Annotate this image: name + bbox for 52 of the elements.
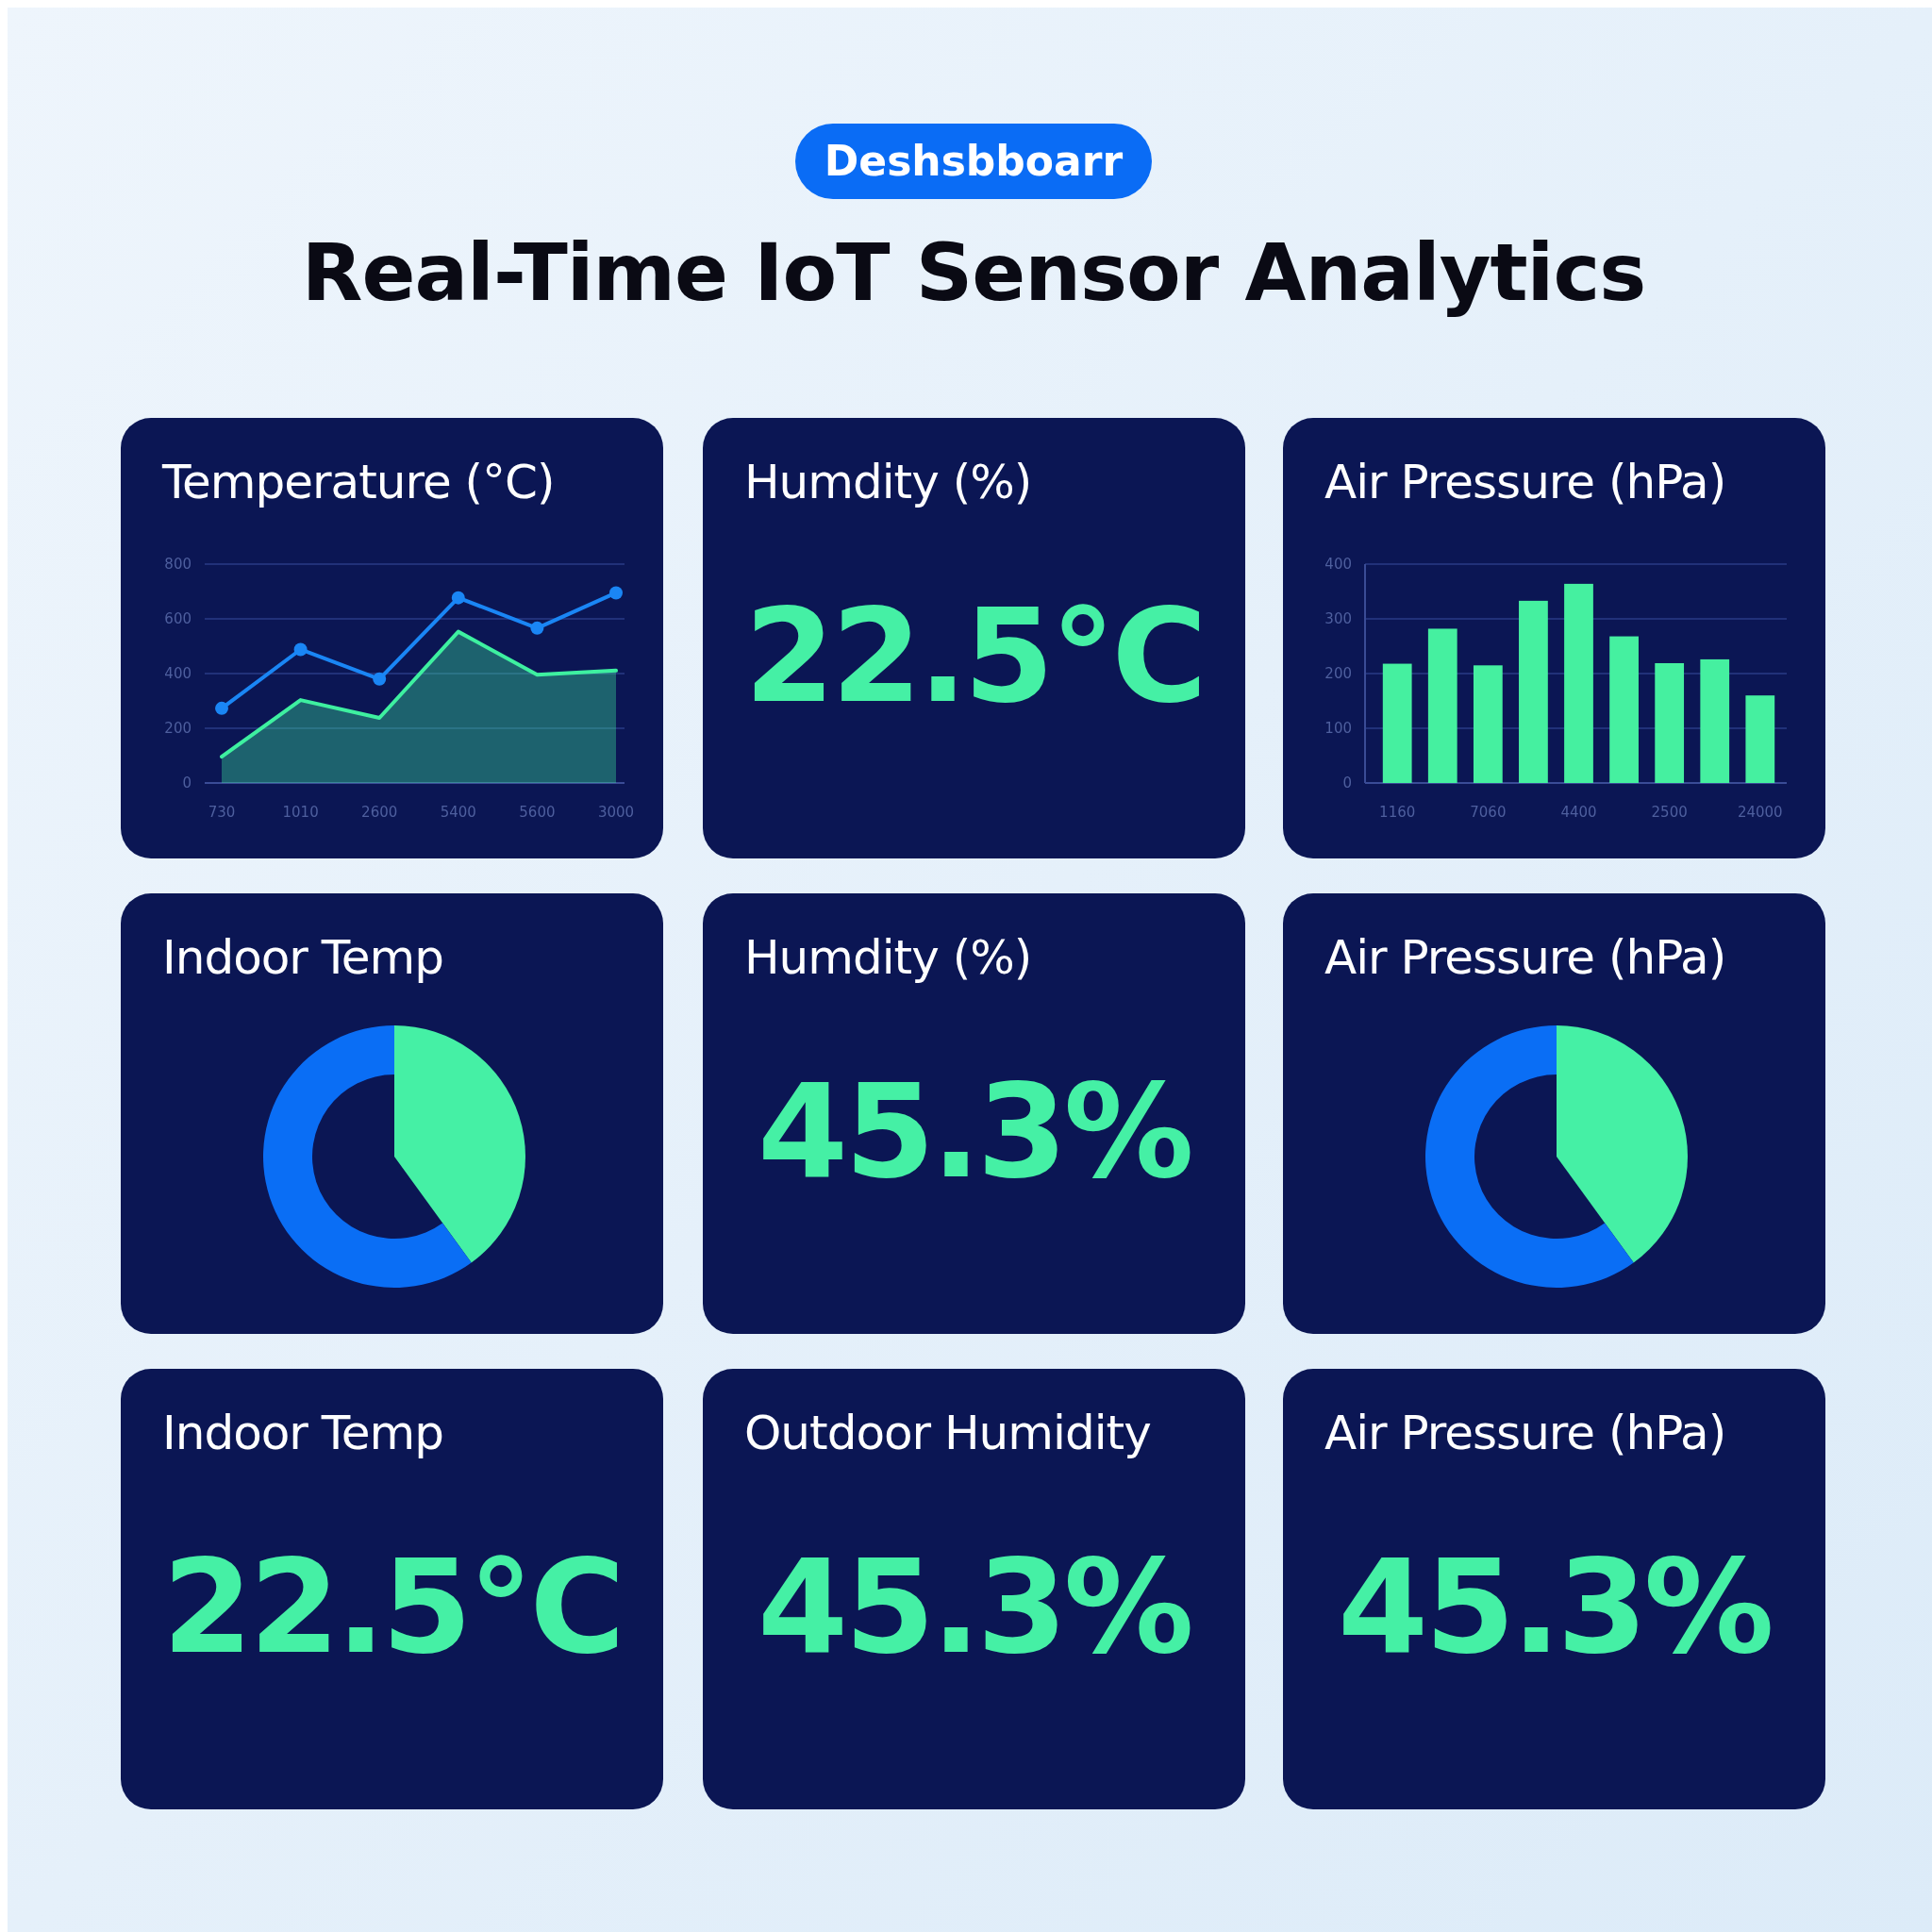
y-tick-label: 800	[164, 556, 192, 574]
y-tick-label: 0	[1342, 774, 1352, 792]
y-tick-label: 400	[164, 665, 192, 683]
x-tick-label: 5600	[519, 804, 556, 821]
text: Real-Time IoT Sensor Analytics	[301, 226, 1646, 319]
y-tick-label: 400	[1324, 556, 1352, 574]
bar	[1745, 695, 1775, 783]
x-tick-label: 730	[208, 804, 236, 821]
text: Deshsbboarr	[824, 137, 1124, 185]
x-tick-label: 3000	[597, 804, 635, 821]
point	[215, 701, 228, 715]
text: 45.3%	[1338, 1531, 1771, 1683]
y-tick-label: 200	[1324, 665, 1352, 683]
y-tick-label: 600	[164, 610, 192, 628]
text: 22.5°C	[744, 580, 1204, 732]
point	[373, 672, 387, 686]
chart-title: Indoor Temp	[162, 930, 444, 985]
bar	[1700, 658, 1730, 783]
x-tick-label: 2500	[1651, 804, 1688, 821]
text: Indoor Temp	[162, 1406, 444, 1460]
bar	[1609, 636, 1639, 783]
text: 45.3%	[758, 1531, 1191, 1683]
x-tick-label: 2600	[361, 804, 398, 821]
x-tick-label: 4400	[1560, 804, 1597, 821]
bar	[1427, 628, 1457, 783]
chart-title: Air Pressure (hPa)	[1324, 930, 1726, 985]
text: Air Pressure (hPa)	[1324, 1406, 1726, 1460]
bar	[1655, 662, 1685, 783]
text: Outdoor Humidity	[744, 1406, 1152, 1460]
x-tick-label: 5400	[440, 804, 476, 821]
y-tick-label: 0	[182, 774, 192, 792]
point	[609, 586, 623, 600]
bar	[1382, 663, 1412, 783]
y-tick-label: 100	[1324, 720, 1352, 738]
point	[451, 591, 465, 605]
text: Humdity (%)	[744, 930, 1032, 985]
x-tick-label: 1010	[282, 804, 319, 821]
x-tick-label: 1160	[1379, 804, 1416, 821]
bar	[1519, 600, 1548, 783]
x-tick-label: 24000	[1737, 804, 1783, 821]
text: 45.3%	[758, 1056, 1191, 1208]
bar	[1564, 583, 1593, 783]
text: Humdity (%)	[744, 455, 1032, 509]
point	[530, 621, 544, 635]
text: 22.5°C	[162, 1531, 622, 1683]
x-tick-label: 7060	[1470, 804, 1507, 821]
chart-title: Temperature (°C)	[161, 455, 555, 509]
bar	[1473, 665, 1503, 783]
chart-title: Air Pressure (hPa)	[1324, 455, 1726, 509]
point	[293, 642, 308, 657]
y-tick-label: 200	[164, 720, 192, 738]
y-tick-label: 300	[1324, 610, 1352, 628]
